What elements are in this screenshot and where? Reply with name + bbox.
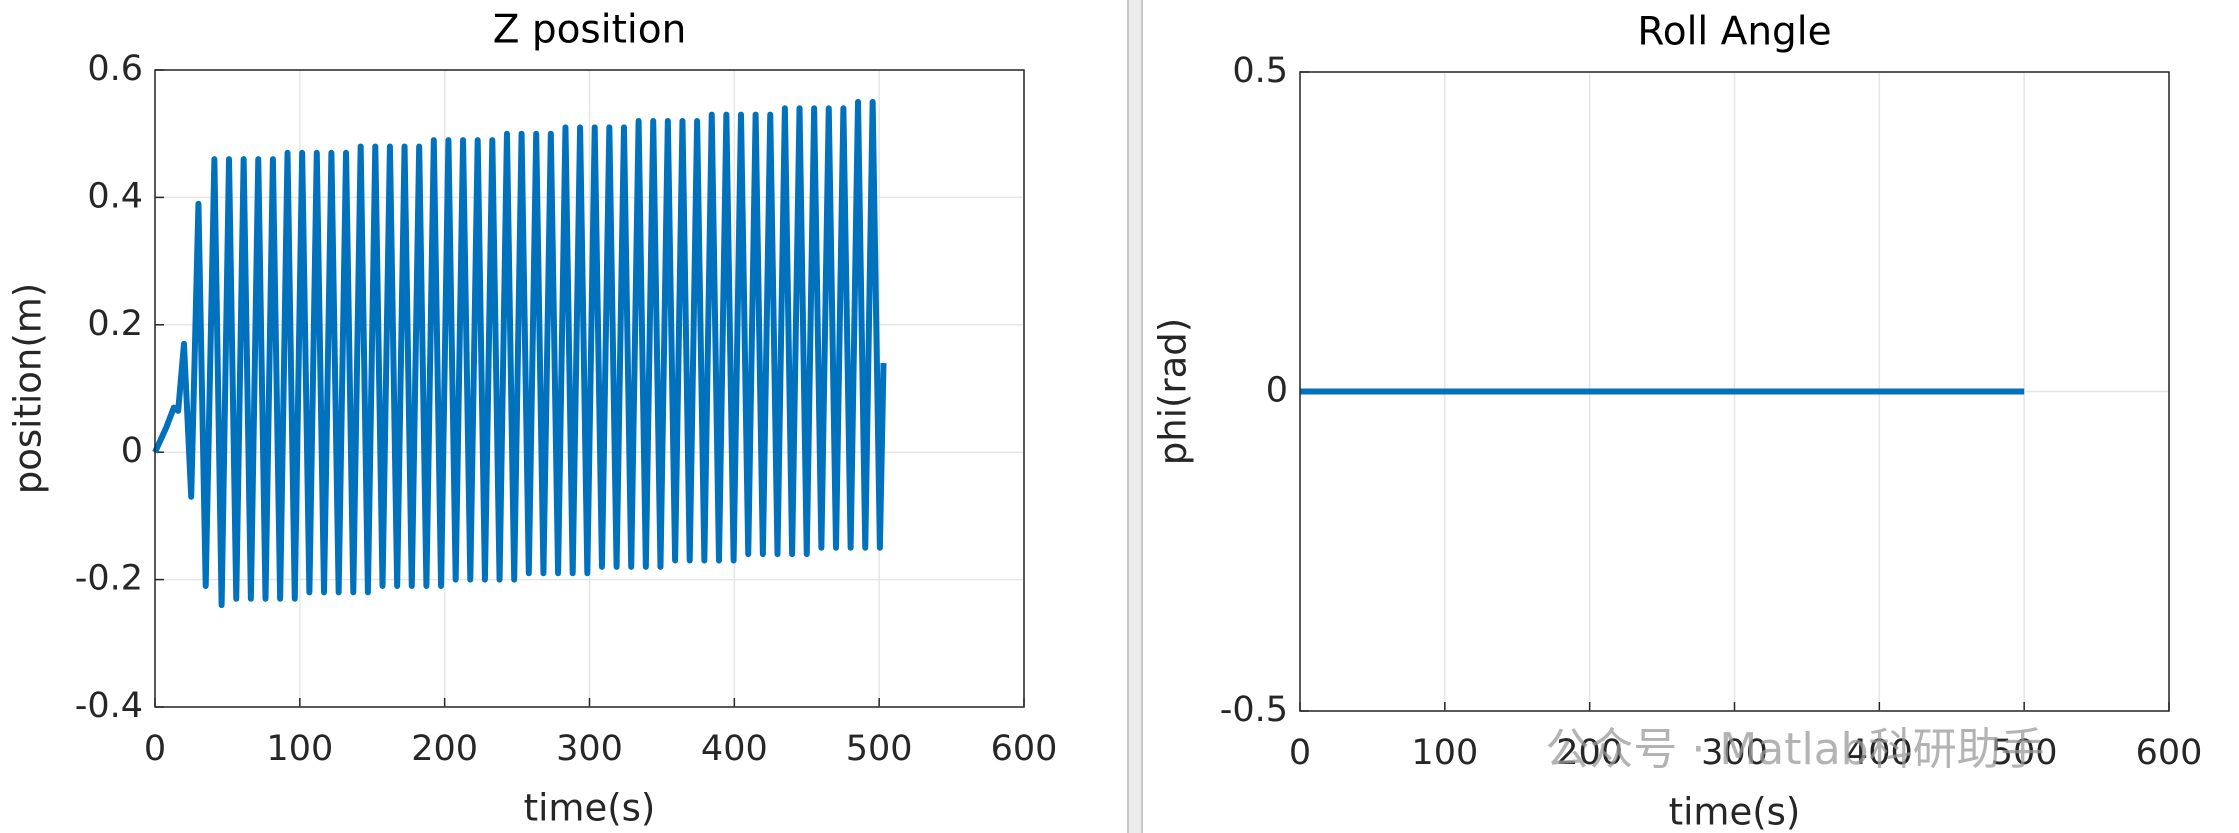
x-tick-label: 300 [1701,733,1768,773]
x-tick-label: 0 [144,729,166,769]
x-tick-label: 500 [1991,733,2058,773]
x-axis-label: time(s) [524,787,656,830]
chart-title: Z position [493,8,687,53]
y-tick-label: 0 [121,431,143,471]
x-tick-label: 400 [1846,733,1913,773]
x-tick-label: 400 [701,729,768,769]
x-tick-label: 0 [1289,733,1311,773]
x-axis-label: time(s) [1669,791,1801,833]
axes-box [154,69,1025,708]
y-tick-label: 0 [1266,371,1288,411]
y-axis-label: position(m) [7,283,50,494]
y-tick-label: 0.5 [1232,51,1288,91]
y-tick-label: -0.2 [75,559,143,599]
chart-title: Roll Angle [1637,10,1831,55]
y-tick-label: 0.2 [87,304,143,344]
window-divider [1128,0,1142,833]
x-tick-label: 100 [1411,733,1478,773]
y-tick-label: -0.5 [1220,690,1288,730]
x-tick-label: 200 [1556,733,1623,773]
y-tick-label: -0.4 [75,686,143,726]
y-axis-label: phi(rad) [1152,318,1195,465]
x-tick-label: 600 [2136,733,2203,773]
data-line [152,98,887,609]
x-tick-label: 200 [411,729,478,769]
y-tick-label: 0.6 [87,49,143,89]
x-tick-label: 300 [556,729,623,769]
x-tick-label: 500 [846,729,913,769]
axes-box [1299,71,2170,712]
x-tick-label: 100 [266,729,333,769]
x-tick-label: 600 [991,729,1058,769]
watermark: 公众号 · Matlab科研助手 [1545,724,2044,775]
y-tick-label: 0.4 [87,176,143,216]
